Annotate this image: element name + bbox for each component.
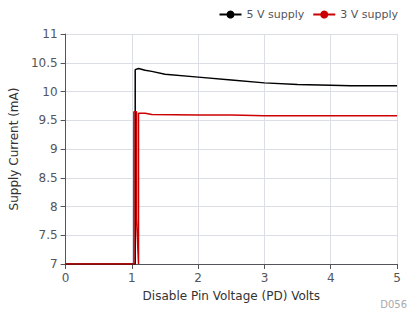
svg-text:Disable Pin Voltage (PD) Volts: Disable Pin Voltage (PD) Volts: [143, 289, 320, 303]
svg-text:7.5: 7.5: [39, 228, 58, 242]
svg-text:11: 11: [42, 27, 57, 41]
svg-text:Supply Current (mA): Supply Current (mA): [7, 88, 21, 211]
svg-text:9: 9: [50, 142, 58, 156]
svg-text:9.5: 9.5: [39, 113, 58, 127]
svg-text:5 V supply: 5 V supply: [247, 8, 305, 21]
svg-text:10: 10: [42, 85, 57, 99]
svg-text:3 V supply: 3 V supply: [340, 8, 398, 21]
svg-text:4: 4: [327, 271, 335, 285]
svg-text:8: 8: [50, 200, 58, 214]
svg-text:10.5: 10.5: [31, 56, 58, 70]
svg-text:8.5: 8.5: [39, 171, 58, 185]
svg-text:7: 7: [50, 257, 58, 271]
svg-text:3: 3: [261, 271, 269, 285]
svg-text:1: 1: [128, 271, 136, 285]
svg-text:2: 2: [194, 271, 202, 285]
svg-text:D056: D056: [380, 299, 407, 310]
svg-text:0: 0: [62, 271, 70, 285]
svg-text:5: 5: [393, 271, 401, 285]
